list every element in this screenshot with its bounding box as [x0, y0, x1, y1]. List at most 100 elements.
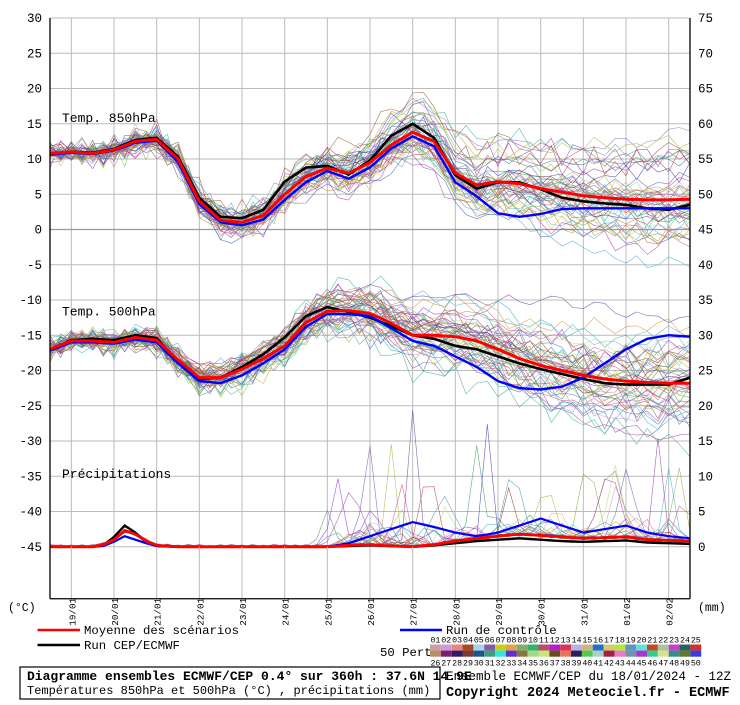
svg-text:Diagramme ensembles ECMWF/CEP: Diagramme ensembles ECMWF/CEP 0.4° sur 3… — [27, 669, 472, 684]
svg-text:0: 0 — [34, 224, 42, 238]
svg-text:02: 02 — [441, 637, 451, 646]
svg-text:26/01: 26/01 — [366, 597, 377, 625]
svg-text:23/01: 23/01 — [238, 597, 249, 625]
svg-text:33: 33 — [506, 660, 516, 669]
svg-text:42: 42 — [604, 660, 614, 669]
svg-text:30: 30 — [698, 329, 713, 343]
svg-text:50: 50 — [698, 188, 713, 202]
svg-text:49: 49 — [680, 660, 690, 669]
svg-text:11: 11 — [539, 637, 549, 646]
svg-text:70: 70 — [698, 47, 713, 61]
svg-text:44: 44 — [626, 660, 636, 669]
svg-text:14: 14 — [571, 637, 581, 646]
svg-text:30: 30 — [27, 12, 42, 26]
svg-text:25: 25 — [691, 637, 701, 646]
svg-text:(mm): (mm) — [698, 602, 726, 615]
svg-text:35: 35 — [698, 294, 713, 308]
svg-text:41: 41 — [593, 660, 603, 669]
svg-text:60: 60 — [698, 118, 713, 132]
svg-text:-30: -30 — [19, 435, 42, 449]
svg-text:16: 16 — [593, 637, 603, 646]
svg-text:07: 07 — [496, 637, 506, 646]
svg-text:20/01: 20/01 — [110, 597, 121, 625]
svg-text:5: 5 — [698, 506, 706, 520]
svg-text:03: 03 — [452, 637, 462, 646]
svg-text:-35: -35 — [19, 470, 42, 484]
svg-text:13: 13 — [561, 637, 571, 646]
svg-text:75: 75 — [698, 12, 713, 26]
svg-text:20: 20 — [698, 400, 713, 414]
svg-text:31: 31 — [485, 660, 495, 669]
svg-text:04: 04 — [463, 637, 473, 646]
svg-text:28: 28 — [452, 660, 462, 669]
svg-text:46: 46 — [647, 660, 657, 669]
svg-text:34: 34 — [517, 660, 527, 669]
svg-text:43: 43 — [615, 660, 625, 669]
svg-text:17: 17 — [604, 637, 614, 646]
svg-text:20: 20 — [27, 83, 42, 97]
svg-text:30/01: 30/01 — [537, 597, 548, 625]
svg-text:45: 45 — [637, 660, 647, 669]
svg-text:19: 19 — [626, 637, 636, 646]
svg-text:35: 35 — [528, 660, 538, 669]
svg-text:47: 47 — [658, 660, 668, 669]
svg-text:Moyenne des scénarios: Moyenne des scénarios — [84, 624, 239, 638]
svg-text:21/01: 21/01 — [153, 597, 164, 625]
svg-text:10: 10 — [698, 470, 713, 484]
svg-text:15: 15 — [582, 637, 592, 646]
svg-text:-15: -15 — [19, 329, 42, 343]
svg-text:30: 30 — [474, 660, 484, 669]
svg-text:-20: -20 — [19, 365, 42, 379]
svg-text:24/01: 24/01 — [281, 597, 292, 625]
svg-text:10: 10 — [528, 637, 538, 646]
svg-text:-45: -45 — [19, 541, 42, 555]
svg-text:55: 55 — [698, 153, 713, 167]
svg-text:29/01: 29/01 — [494, 597, 505, 625]
svg-text:40: 40 — [582, 660, 592, 669]
svg-text:23: 23 — [669, 637, 679, 646]
svg-text:05: 05 — [474, 637, 484, 646]
svg-text:01: 01 — [430, 637, 440, 646]
svg-text:36: 36 — [539, 660, 549, 669]
svg-text:38: 38 — [561, 660, 571, 669]
svg-text:08: 08 — [506, 637, 516, 646]
svg-text:31/01: 31/01 — [579, 597, 590, 625]
svg-text:28/01: 28/01 — [451, 597, 462, 625]
svg-text:29: 29 — [463, 660, 473, 669]
svg-text:19/01: 19/01 — [67, 597, 78, 625]
svg-text:21: 21 — [647, 637, 657, 646]
svg-text:18: 18 — [615, 637, 625, 646]
svg-text:-40: -40 — [19, 506, 42, 520]
svg-text:0: 0 — [698, 541, 706, 555]
svg-text:Copyright 2024 Meteociel.fr -: Copyright 2024 Meteociel.fr - ECMWF — [446, 686, 730, 700]
svg-text:Températures 850hPa et 500hPa: Températures 850hPa et 500hPa (°C) , pré… — [27, 684, 430, 698]
svg-text:32: 32 — [496, 660, 506, 669]
svg-text:27: 27 — [441, 660, 451, 669]
svg-text:48: 48 — [669, 660, 679, 669]
svg-text:40: 40 — [698, 259, 713, 273]
svg-text:-25: -25 — [19, 400, 42, 414]
svg-text:06: 06 — [485, 637, 495, 646]
svg-text:65: 65 — [698, 83, 713, 97]
svg-text:Temp. 500hPa: Temp. 500hPa — [62, 305, 156, 320]
svg-text:Ensemble ECMWF/CEP du 18/01/20: Ensemble ECMWF/CEP du 18/01/2024 - 12Z — [446, 670, 732, 684]
svg-text:09: 09 — [517, 637, 527, 646]
svg-text:Précipitations: Précipitations — [62, 467, 171, 482]
svg-text:02/02: 02/02 — [665, 598, 676, 626]
svg-text:22/01: 22/01 — [195, 597, 206, 625]
svg-text:20: 20 — [637, 637, 647, 646]
svg-text:Run CEP/ECMWF: Run CEP/ECMWF — [84, 639, 180, 653]
svg-text:(°C): (°C) — [8, 602, 36, 615]
svg-text:-5: -5 — [27, 259, 42, 273]
svg-text:45: 45 — [698, 224, 713, 238]
svg-text:25: 25 — [698, 365, 713, 379]
svg-text:-10: -10 — [19, 294, 42, 308]
svg-text:50: 50 — [691, 660, 701, 669]
svg-text:12: 12 — [550, 637, 560, 646]
svg-text:15: 15 — [698, 435, 713, 449]
svg-text:22: 22 — [658, 637, 668, 646]
svg-text:Temp. 850hPa: Temp. 850hPa — [62, 111, 156, 126]
svg-text:25/01: 25/01 — [323, 597, 334, 625]
svg-text:25: 25 — [27, 47, 42, 61]
svg-text:27/01: 27/01 — [409, 597, 420, 625]
